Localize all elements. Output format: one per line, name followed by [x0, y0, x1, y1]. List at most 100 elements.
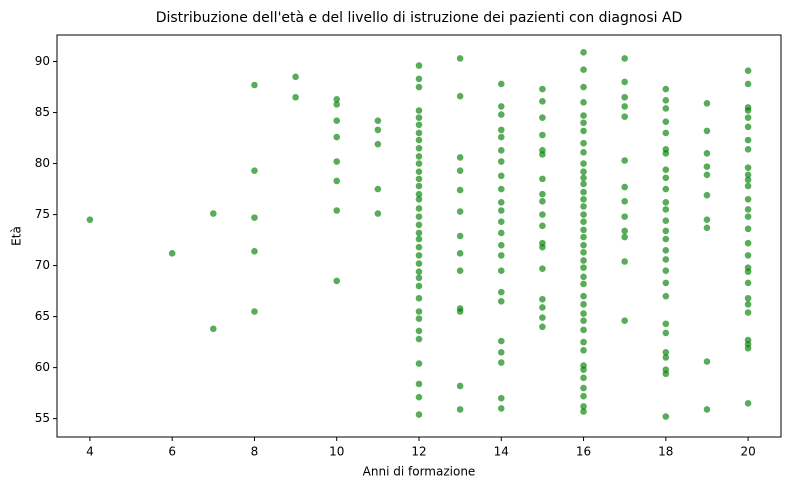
point [744, 114, 752, 121]
y-tick-label: 85 [35, 105, 50, 119]
point [744, 225, 752, 233]
point [580, 338, 587, 346]
point [662, 354, 670, 361]
point [497, 199, 505, 206]
point [744, 145, 752, 153]
point [580, 366, 587, 373]
point [539, 304, 546, 311]
point [580, 280, 587, 288]
point [415, 360, 423, 367]
point [415, 107, 423, 114]
point [210, 325, 217, 333]
point [539, 198, 546, 205]
point [662, 185, 670, 193]
point [744, 252, 752, 259]
point [662, 349, 670, 356]
point [662, 217, 670, 224]
point [415, 129, 423, 137]
point [497, 288, 505, 296]
point [703, 127, 711, 135]
point [580, 241, 587, 249]
y-tick-label: 65 [35, 309, 50, 323]
point [415, 83, 423, 91]
point [662, 235, 670, 243]
point [621, 78, 628, 86]
point [662, 370, 670, 378]
point [744, 67, 752, 75]
point [662, 320, 670, 328]
point [703, 191, 711, 199]
point [580, 292, 587, 300]
point [415, 294, 423, 302]
point [415, 229, 423, 237]
point [744, 80, 752, 88]
point [456, 167, 464, 175]
point [744, 136, 752, 144]
point [621, 227, 628, 235]
point [497, 229, 505, 237]
point [497, 126, 505, 134]
point [662, 85, 670, 93]
point [539, 295, 546, 303]
point [539, 243, 546, 251]
point [621, 258, 628, 265]
point [662, 118, 670, 126]
point [497, 172, 505, 180]
point [744, 301, 752, 308]
point [415, 243, 423, 251]
point [374, 117, 382, 125]
point [744, 123, 752, 131]
point [580, 310, 587, 317]
point [539, 151, 546, 158]
point [86, 216, 94, 223]
point [580, 203, 587, 210]
point [580, 188, 587, 196]
point [703, 100, 711, 107]
x-tick-label: 6 [168, 445, 176, 459]
point [415, 252, 423, 259]
point [703, 358, 711, 365]
point [415, 175, 423, 183]
point [580, 408, 587, 415]
point [703, 216, 711, 223]
point [580, 83, 587, 91]
point [415, 190, 423, 198]
y-tick-label: 70 [35, 258, 50, 272]
point [333, 101, 341, 108]
point [744, 400, 752, 407]
point [168, 250, 176, 257]
y-tick-label: 80 [35, 156, 50, 170]
point [374, 126, 382, 134]
point [251, 308, 258, 315]
point [497, 394, 505, 402]
point [580, 301, 587, 308]
point [497, 185, 505, 193]
point [744, 176, 752, 184]
point [539, 114, 546, 121]
point [456, 92, 464, 100]
point [539, 131, 546, 139]
point [621, 233, 628, 241]
point [497, 80, 505, 88]
point [580, 127, 587, 135]
point [580, 66, 587, 73]
point [333, 158, 341, 165]
point [415, 75, 423, 83]
point [415, 121, 423, 129]
point [662, 329, 670, 337]
y-tick-label: 55 [35, 411, 50, 425]
point [580, 49, 587, 56]
y-tick-label: 75 [35, 207, 50, 221]
x-tick-label: 8 [251, 445, 259, 459]
point [580, 226, 587, 234]
point [539, 175, 546, 183]
point [415, 260, 423, 267]
point [415, 182, 423, 190]
point [415, 195, 423, 203]
point [497, 103, 505, 110]
y-axis-label: Età [10, 226, 24, 246]
point [415, 235, 423, 243]
point [456, 250, 464, 257]
point [662, 256, 670, 263]
point [580, 211, 587, 218]
